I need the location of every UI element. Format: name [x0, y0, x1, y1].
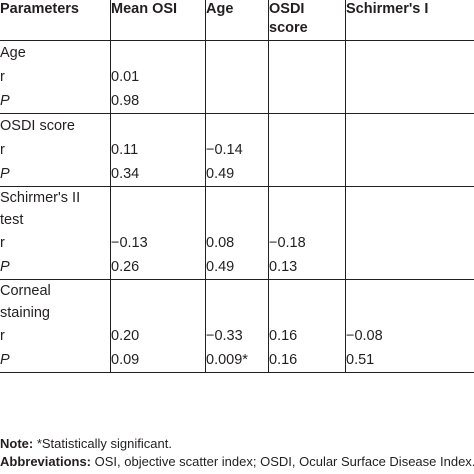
- value-r: −0.33: [206, 328, 243, 344]
- value-p: 0.34: [111, 166, 140, 182]
- value-r: −0.13: [111, 235, 148, 251]
- value-cell-mean-osi: −0.13 0.26: [110, 186, 206, 280]
- value-cell-age: 0.08 0.49: [205, 186, 269, 280]
- note-label: Note:: [0, 436, 34, 451]
- stat-label-p: P: [0, 352, 10, 368]
- value-r: 0.16: [269, 328, 298, 344]
- stat-label-p: P: [0, 93, 10, 109]
- value-p: 0.13: [269, 259, 298, 275]
- value-p: 0.16: [269, 352, 298, 368]
- value-p: 0.49: [206, 166, 235, 182]
- table-row-age: Age r P 0.01 0.98: [0, 40, 474, 114]
- value-cell-osdi: [268, 40, 346, 114]
- value-r: −0.14: [206, 142, 243, 158]
- value-cell-age: [205, 40, 269, 114]
- value-p: 0.09: [111, 352, 140, 368]
- stat-label-r: r: [0, 235, 5, 251]
- value-r: 0.20: [111, 328, 140, 344]
- param-cell: Schirmer's II test r P: [0, 186, 111, 280]
- header-row: Parameters Mean OSI Age OSDI score Schir…: [0, 0, 474, 41]
- stat-label-p: P: [0, 166, 10, 182]
- value-p: 0.009*: [206, 352, 248, 368]
- stat-label-p: P: [0, 259, 10, 275]
- correlation-table: Parameters Mean OSI Age OSDI score Schir…: [0, 0, 474, 373]
- value-cell-age: −0.14 0.49: [205, 113, 269, 187]
- value-cell-schirmers-i: [345, 186, 474, 280]
- value-p: 0.51: [346, 352, 375, 368]
- table-notes: Note: *Statistically significant. Abbrev…: [0, 435, 474, 471]
- value-cell-osdi: −0.18 0.13: [268, 186, 346, 280]
- value-p: 0.49: [206, 259, 235, 275]
- param-cell: Corneal staining r P: [0, 279, 111, 373]
- value-p: 0.26: [111, 259, 140, 275]
- value-cell-mean-osi: 0.20 0.09: [110, 279, 206, 373]
- value-cell-schirmers-i: [345, 113, 474, 187]
- param-label-line2: staining: [0, 305, 50, 321]
- header-mean-osi: Mean OSI: [110, 0, 206, 41]
- table-row-corneal-staining: Corneal staining r P 0.20 0.09 −0.33 0.0…: [0, 279, 474, 373]
- value-cell-osdi: [268, 113, 346, 187]
- value-cell-mean-osi: 0.11 0.34: [110, 113, 206, 187]
- param-label: OSDI score: [0, 118, 75, 134]
- stat-label-r: r: [0, 328, 5, 344]
- header-parameters: Parameters: [0, 0, 111, 41]
- value-cell-schirmers-i: [345, 40, 474, 114]
- note-text: *Statistically significant.: [33, 436, 172, 451]
- note-line: Note: *Statistically significant.: [0, 435, 474, 453]
- param-cell: OSDI score r P: [0, 113, 111, 187]
- value-r: 0.01: [111, 69, 140, 85]
- param-cell: Age r P: [0, 40, 111, 114]
- header-schirmers-i: Schirmer's I: [345, 0, 474, 41]
- param-label-line2: test: [0, 212, 24, 228]
- value-r: −0.18: [269, 235, 306, 251]
- value-r: −0.08: [346, 328, 383, 344]
- value-cell-osdi: 0.16 0.16: [268, 279, 346, 373]
- param-label: Age: [0, 45, 26, 61]
- stat-label-r: r: [0, 142, 5, 158]
- abbreviations-line: Abbreviations: OSI, objective scatter in…: [0, 453, 474, 471]
- value-r: 0.11: [111, 142, 139, 158]
- param-label-line1: Schirmer's II: [0, 190, 81, 206]
- stat-label-r: r: [0, 69, 5, 85]
- value-cell-mean-osi: 0.01 0.98: [110, 40, 206, 114]
- table-row-osdi-score: OSDI score r P 0.11 0.34 −0.14 0.49: [0, 113, 474, 187]
- header-osdi-score: OSDI score: [268, 0, 346, 41]
- value-cell-schirmers-i: −0.08 0.51: [345, 279, 474, 373]
- value-p: 0.98: [111, 93, 140, 109]
- abbreviations-label: Abbreviations:: [0, 454, 92, 469]
- table-row-schirmers-ii: Schirmer's II test r P −0.13 0.26 0.08 0…: [0, 186, 474, 280]
- value-r: 0.08: [206, 235, 235, 251]
- header-age: Age: [205, 0, 269, 41]
- param-label-line1: Corneal: [0, 283, 51, 299]
- value-cell-age: −0.33 0.009*: [205, 279, 269, 373]
- abbreviations-text: OSI, objective scatter index; OSDI, Ocul…: [91, 454, 474, 469]
